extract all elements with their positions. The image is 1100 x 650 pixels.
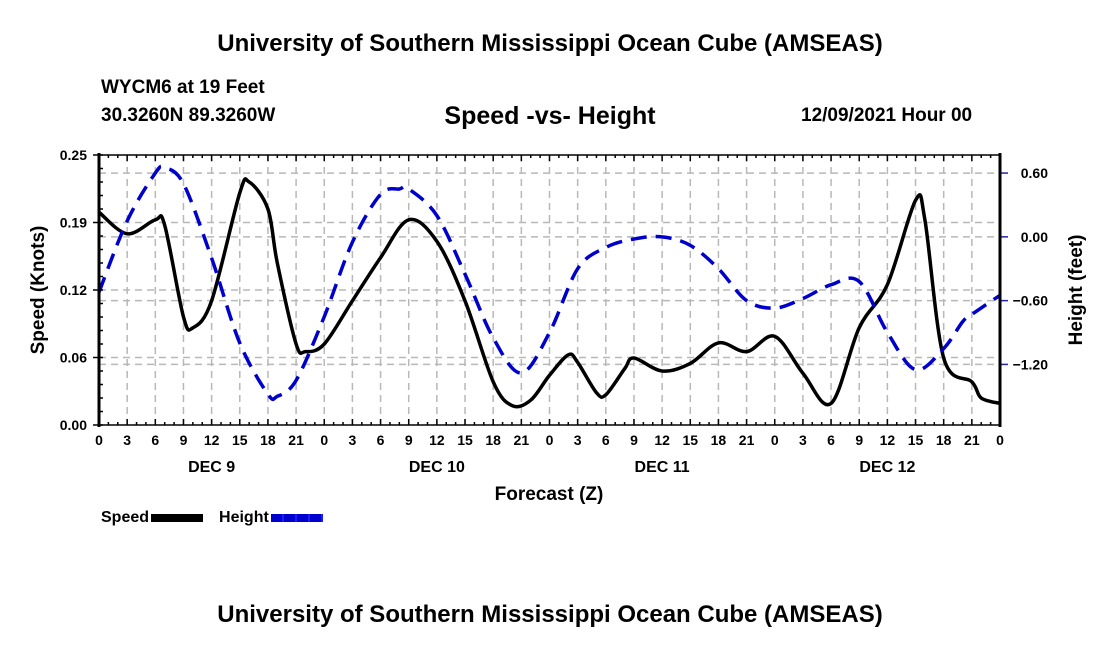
x-tick-label: 3	[123, 432, 131, 448]
axes	[93, 153, 1008, 427]
x-tick-label: 15	[682, 432, 698, 448]
x-tick-label: 21	[964, 432, 980, 448]
x-tick-label: 12	[429, 432, 445, 448]
series-line-speed	[97, 177, 1001, 409]
x-tick-label: 12	[204, 432, 220, 448]
x-tick-label: 3	[349, 432, 357, 448]
day-label: DEC 9	[188, 459, 235, 476]
x-tick-label: 9	[630, 432, 638, 448]
day-label: DEC 11	[635, 459, 690, 476]
main-title: University of Southern Mississippi Ocean…	[217, 30, 883, 57]
legend-label-height: Height	[219, 509, 269, 526]
x-tick-label: 0	[320, 432, 328, 448]
x-tick-label: 0	[546, 432, 554, 448]
y-tick-label: 0.25	[60, 147, 87, 163]
y-axis-title: Speed (Knots)	[28, 226, 49, 355]
x-tick-label: 3	[799, 432, 807, 448]
series-group	[97, 164, 1001, 409]
y2-tick-label: 0.60	[1021, 165, 1048, 181]
x-tick-label: 6	[827, 432, 835, 448]
x-tick-label: 9	[405, 432, 413, 448]
y2-tick-label: −1.20	[1013, 356, 1049, 372]
x-tick-label: 21	[288, 432, 304, 448]
chart-title-text: Speed -vs- Height	[444, 102, 656, 130]
x-tick-label: 18	[711, 432, 727, 448]
series-line-height	[97, 164, 1001, 402]
x-tick-label: 0	[771, 432, 779, 448]
legend-swatch-speed	[151, 514, 204, 522]
y-tick-label: 0.12	[60, 282, 87, 298]
x-tick-label: 18	[936, 432, 952, 448]
x-tick-label: 12	[654, 432, 670, 448]
x-tick-label: 6	[602, 432, 610, 448]
x-tick-label: 0	[996, 432, 1004, 448]
grid	[99, 155, 1000, 425]
coordinates-label: 30.3260N 89.3260W	[101, 105, 276, 126]
x-tick-label: 15	[232, 432, 248, 448]
y-tick-label: 0.06	[60, 350, 87, 366]
y-tick-label: 0.19	[60, 215, 87, 231]
x-tick-label: 6	[151, 432, 159, 448]
y2-tick-label: 0.00	[1021, 229, 1048, 245]
y-tick-label: 0.00	[60, 417, 87, 433]
tick-labels: 0 3 6 9 12 15 18 21 0 3 6 9 12 15 18 21 0 3 6 9 12 15 18 21 0 3 6 9…	[60, 147, 1048, 476]
x-tick-label: 15	[908, 432, 924, 448]
x-tick-label: 18	[485, 432, 501, 448]
legend-label-speed: Speed	[101, 509, 150, 526]
station-label: WYCM6 at 19 Feet	[101, 77, 265, 98]
y2-axis-title: Height (feet)	[1066, 235, 1087, 346]
x-tick-label: 18	[260, 432, 276, 448]
x-tick-label: 21	[739, 432, 755, 448]
x-tick-label: 9	[855, 432, 863, 448]
chart: 0 3 6 9 12 15 18 21 0 3 6 9 12 15 18 21 0 3 6 9 12 15 18 21 0 3 6 9…	[28, 147, 1087, 505]
datetime-label: 12/09/2021 Hour 00	[801, 105, 973, 126]
footer-title: University of Southern Mississippi Ocean…	[217, 601, 883, 628]
x-tick-label: 3	[574, 432, 582, 448]
legend-swatch-height	[270, 514, 323, 522]
x-tick-label: 6	[377, 432, 385, 448]
x-tick-label: 15	[457, 432, 473, 448]
x-tick-label: 12	[880, 432, 896, 448]
x-tick-label: 9	[180, 432, 188, 448]
x-axis-title: Forecast (Z)	[495, 484, 604, 505]
day-label: DEC 10	[409, 459, 465, 476]
y2-tick-label: −0.60	[1013, 293, 1049, 309]
legend: Speed Height	[101, 509, 339, 527]
x-tick-label: 0	[95, 432, 103, 448]
chart-title: Speed -vs- Height	[0, 102, 1100, 131]
x-tick-label: 21	[514, 432, 530, 448]
day-label: DEC 12	[859, 459, 915, 476]
